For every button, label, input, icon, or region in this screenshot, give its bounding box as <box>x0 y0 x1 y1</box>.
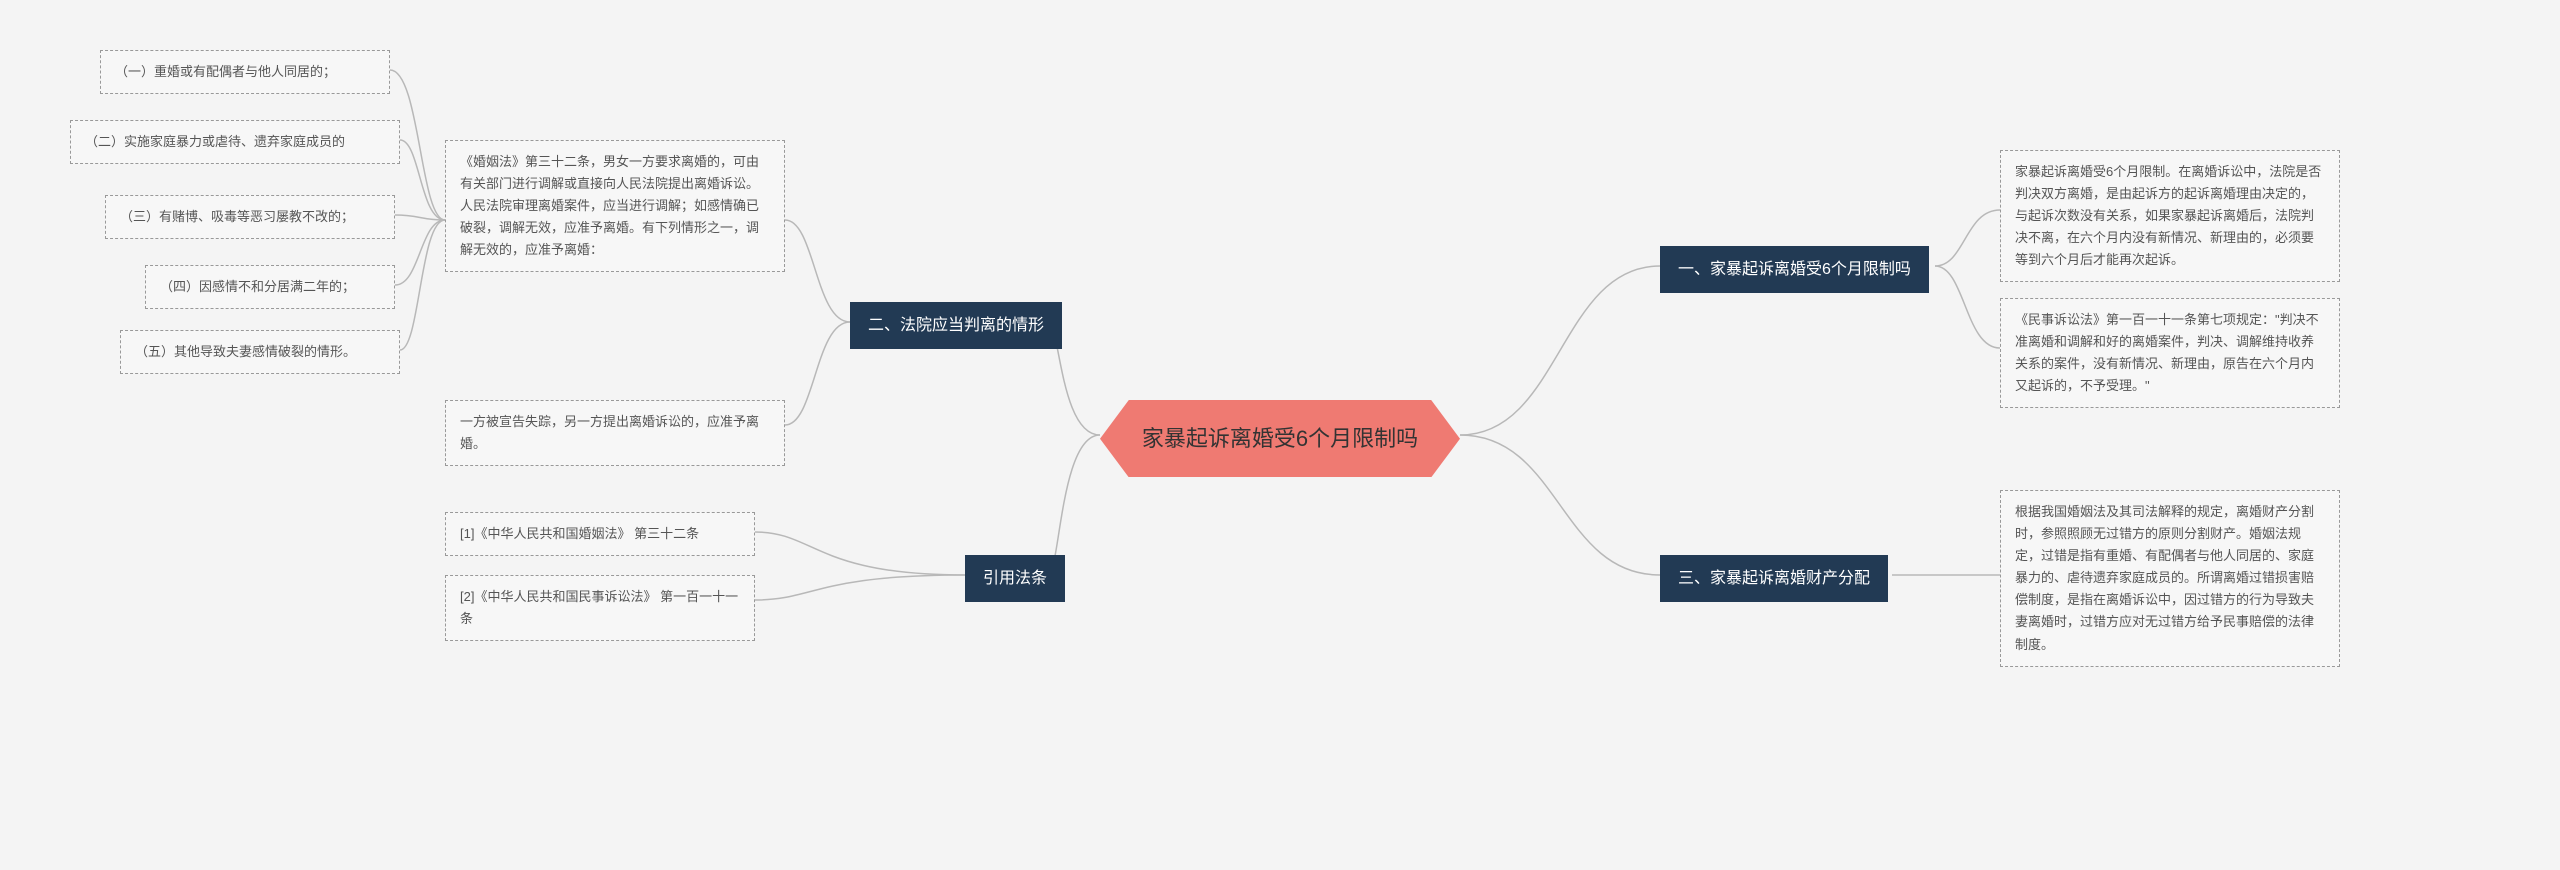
branch-left-2: 二、法院应当判离的情形 <box>850 302 1062 349</box>
branch-left-ref: 引用法条 <box>965 555 1065 602</box>
branch-right-1: 一、家暴起诉离婚受6个月限制吗 <box>1660 246 1929 293</box>
leaf-r1-1: 《民事诉讼法》第一百一十一条第七项规定："判决不准离婚和调解和好的离婚案件，判决… <box>2000 298 2340 408</box>
branch-right-3: 三、家暴起诉离婚财产分配 <box>1660 555 1888 602</box>
subleaf-3: （四）因感情不和分居满二年的； <box>145 265 395 309</box>
leaf-r3-0: 根据我国婚姻法及其司法解释的规定，离婚财产分割时，参照照顾无过错方的原则分割财产… <box>2000 490 2340 667</box>
leaf-ref-0: [1]《中华人民共和国婚姻法》 第三十二条 <box>445 512 755 556</box>
subleaf-0: （一）重婚或有配偶者与他人同居的； <box>100 50 390 94</box>
leaf-r1-0: 家暴起诉离婚受6个月限制。在离婚诉讼中，法院是否判决双方离婚，是由起诉方的起诉离… <box>2000 150 2340 282</box>
subleaf-1: （二）实施家庭暴力或虐待、遗弃家庭成员的 <box>70 120 400 164</box>
subleaf-2: （三）有赌博、吸毒等恶习屡教不改的； <box>105 195 395 239</box>
subleaf-4: （五）其他导致夫妻感情破裂的情形。 <box>120 330 400 374</box>
center-node: 家暴起诉离婚受6个月限制吗 <box>1100 400 1460 477</box>
leaf-l2-0: 《婚姻法》第三十二条，男女一方要求离婚的，可由有关部门进行调解或直接向人民法院提… <box>445 140 785 272</box>
leaf-ref-1: [2]《中华人民共和国民事诉讼法》 第一百一十一条 <box>445 575 755 641</box>
leaf-l2-1: 一方被宣告失踪，另一方提出离婚诉讼的，应准予离婚。 <box>445 400 785 466</box>
